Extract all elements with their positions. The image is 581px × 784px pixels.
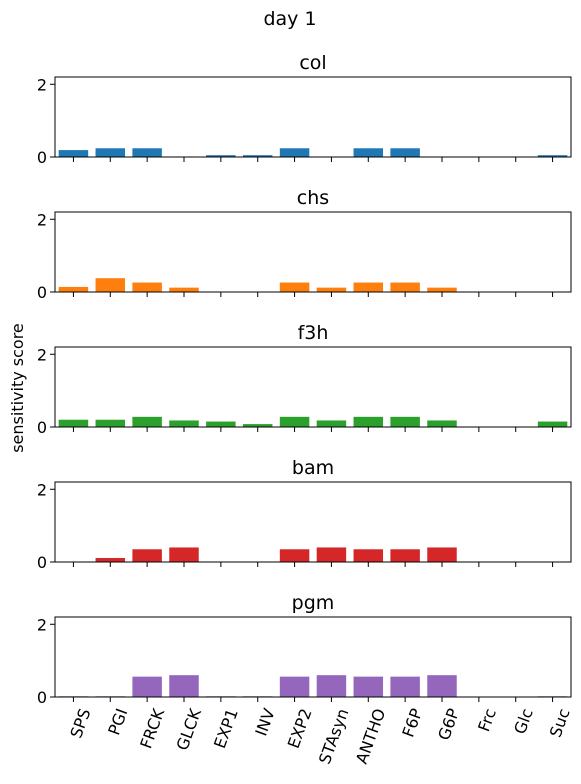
panel-chs: chs 0 2 xyxy=(37,187,572,302)
bar-F6P xyxy=(390,416,420,427)
y-tick-label: 2 xyxy=(37,480,47,499)
bar-ANTHO xyxy=(353,282,384,292)
y-tick-label: 2 xyxy=(37,345,47,364)
bar-PGI xyxy=(95,558,126,562)
panel-title: chs xyxy=(297,187,329,209)
y-tick-label: 0 xyxy=(37,283,47,302)
y-tick-label: 0 xyxy=(37,418,47,437)
axes-frame xyxy=(54,211,572,293)
bar-G6P xyxy=(427,287,457,292)
axes-frame xyxy=(54,76,572,158)
bar-PGI xyxy=(95,148,126,157)
panel-title: col xyxy=(299,52,326,74)
bar-EXP1 xyxy=(206,421,236,427)
bar-INV xyxy=(242,155,273,157)
bar-EXP2 xyxy=(279,282,310,292)
bar-PGI xyxy=(95,278,126,292)
bar-GLCK xyxy=(169,547,199,562)
y-tick-label: 2 xyxy=(37,75,47,94)
bar-GLCK xyxy=(169,420,199,427)
bar-EXP2 xyxy=(279,416,310,427)
bar-SPS xyxy=(58,419,89,427)
bar-EXP1 xyxy=(206,155,236,157)
x-tick-label-EXP1: EXP1 xyxy=(210,706,242,751)
panel-title: f3h xyxy=(298,322,329,344)
bar-GLCK xyxy=(169,675,199,697)
bar-EXP2 xyxy=(279,148,310,157)
y-tick-label: 0 xyxy=(37,688,47,707)
y-axis-label: sensitivity score xyxy=(8,323,27,453)
x-tick-label-GLCK: GLCK xyxy=(172,706,205,753)
panel-pgm: pgm 0 2 xyxy=(37,592,572,707)
bar-F6P xyxy=(390,549,420,562)
y-tick-label: 0 xyxy=(37,148,47,167)
figure-suptitle: day 1 xyxy=(263,8,316,30)
bar-FRCK xyxy=(132,549,162,562)
bar-Suc xyxy=(537,421,568,427)
x-tick-label-F6P: F6P xyxy=(398,706,426,740)
bar-ANTHO xyxy=(353,416,384,427)
panel-col: col 0 2 xyxy=(37,52,572,167)
bar-EXP2 xyxy=(279,549,310,562)
bar-G6P xyxy=(427,675,457,697)
x-tick-label-SPS: SPS xyxy=(66,706,94,741)
x-tick-label-STAsyn: STAsyn xyxy=(315,706,353,767)
x-tick-label-Glc: Glc xyxy=(510,706,537,737)
bar-FRCK xyxy=(132,416,162,427)
x-tick-label-INV: INV xyxy=(251,706,278,739)
panel-f3h: f3h 0 2 xyxy=(37,322,572,437)
bar-Suc xyxy=(537,155,568,157)
bar-F6P xyxy=(390,676,420,697)
bar-G6P xyxy=(427,420,457,427)
axes-frame xyxy=(54,616,572,698)
axes-frame xyxy=(54,481,572,563)
bar-STAsyn xyxy=(316,675,347,697)
x-tick-label-FRCK: FRCK xyxy=(136,705,168,751)
bar-SPS xyxy=(58,286,89,292)
panel-bam: bam 0 2 xyxy=(37,457,572,572)
bar-G6P xyxy=(427,547,457,562)
bar-STAsyn xyxy=(316,420,347,427)
x-tick-labels: SPS PGI FRCK GLCK EXP1 INV EXP2 STAsyn ANTHO F6P G… xyxy=(66,705,573,766)
x-tick-label-G6P: G6P xyxy=(434,706,463,743)
panel-title: bam xyxy=(292,457,334,479)
bar-INV xyxy=(242,424,273,427)
bar-EXP2 xyxy=(279,676,310,697)
x-tick-label-Suc: Suc xyxy=(546,706,574,740)
bar-ANTHO xyxy=(353,549,384,562)
bar-F6P xyxy=(390,148,420,157)
bar-FRCK xyxy=(132,676,162,697)
y-tick-label: 2 xyxy=(37,210,47,229)
bar-ANTHO xyxy=(353,148,384,157)
bar-SPS xyxy=(58,150,89,157)
bar-GLCK xyxy=(169,287,199,292)
axes-frame xyxy=(54,346,572,428)
bar-FRCK xyxy=(132,148,162,157)
bar-FRCK xyxy=(132,282,162,292)
bar-F6P xyxy=(390,282,420,292)
bar-STAsyn xyxy=(316,287,347,292)
panel-title: pgm xyxy=(292,592,335,614)
y-tick-label: 0 xyxy=(37,553,47,572)
x-tick-label-ANTHO: ANTHO xyxy=(352,706,389,766)
bar-STAsyn xyxy=(316,547,347,562)
x-tick-label-EXP2: EXP2 xyxy=(284,706,316,751)
x-tick-label-PGI: PGI xyxy=(104,706,131,738)
x-tick-label-Frc: Frc xyxy=(474,706,500,734)
bar-PGI xyxy=(95,419,126,427)
y-tick-label: 2 xyxy=(37,615,47,634)
bar-ANTHO xyxy=(353,676,384,697)
